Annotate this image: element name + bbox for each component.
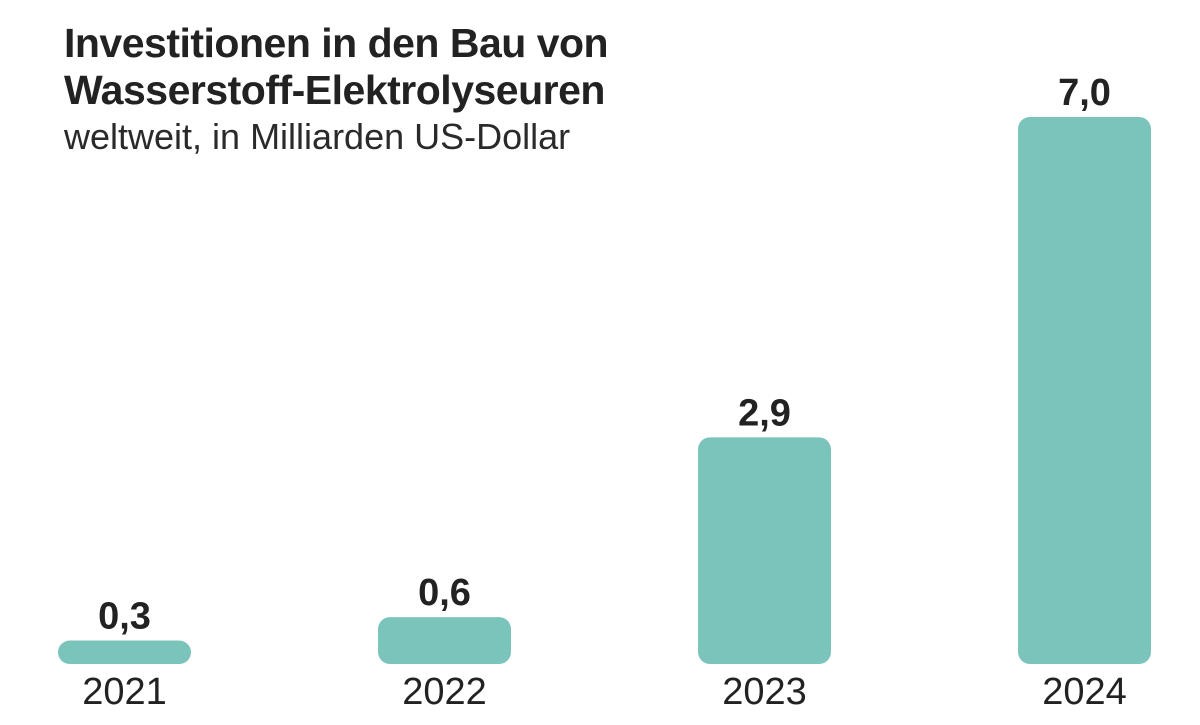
bar-2023 [698, 437, 831, 664]
title-block: Investitionen in den Bau von Wasserstoff… [64, 20, 824, 158]
value-label-2024: 7,0 [1058, 72, 1111, 114]
bar-2022 [378, 617, 511, 664]
category-label-2023: 2023 [722, 671, 807, 713]
value-label-2022: 0,6 [418, 572, 471, 614]
labels-layer: 0,3 2021 0,6 2022 2,9 2023 7,0 2024 [82, 72, 1127, 713]
category-label-2024: 2024 [1042, 671, 1127, 713]
bar-2024 [1018, 117, 1151, 664]
value-label-2023: 2,9 [738, 392, 791, 434]
category-label-2022: 2022 [402, 671, 487, 713]
bars-layer [58, 117, 1151, 664]
value-label-2021: 0,3 [98, 596, 151, 638]
chart-title: Investitionen in den Bau von Wasserstoff… [64, 20, 609, 113]
bar-2021 [58, 640, 191, 664]
chart-subtitle: weltweit, in Milliarden US-Dollar [64, 116, 571, 157]
category-label-2021: 2021 [82, 671, 167, 713]
